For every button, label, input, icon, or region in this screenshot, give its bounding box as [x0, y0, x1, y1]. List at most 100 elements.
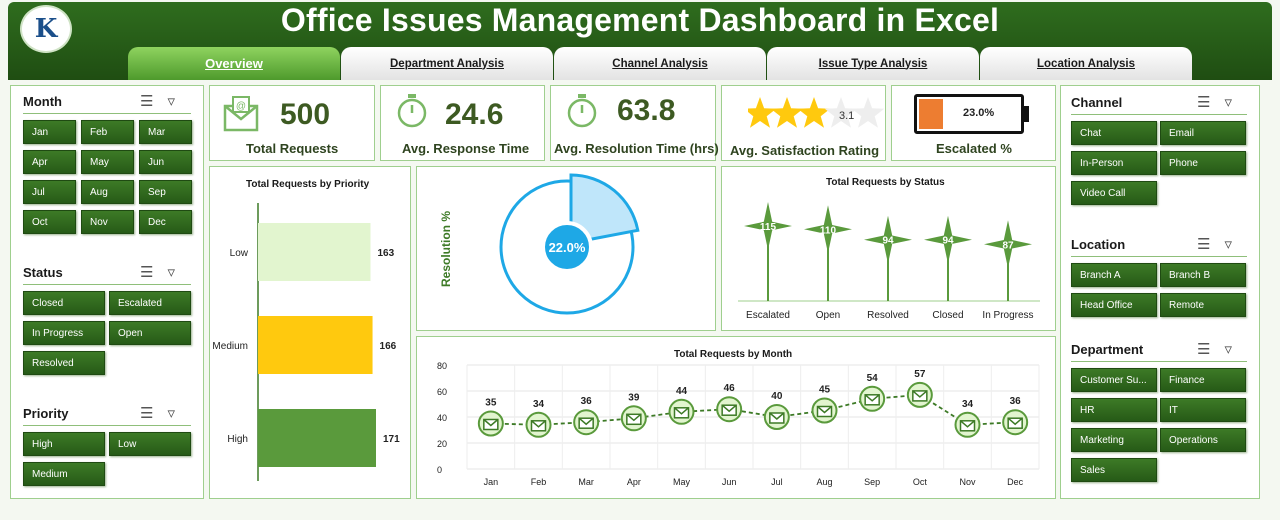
- priority-filter-high[interactable]: High: [23, 432, 105, 456]
- month-point-oct: [906, 381, 933, 408]
- status-filter-escalated[interactable]: Escalated: [109, 291, 191, 315]
- tab-location-analysis[interactable]: Location Analysis: [980, 47, 1192, 80]
- month-chart-panel: Total Requests by Month 0 20 40 60 80 35 Jan 34…: [416, 336, 1056, 499]
- status-chart-panel: Total Requests by Status 115 Escalated 110…: [721, 166, 1056, 331]
- month-tick-jul: Jul: [771, 477, 783, 487]
- multi-select-icon[interactable]: ☰: [1197, 94, 1211, 111]
- multi-select-icon[interactable]: ☰: [1197, 341, 1211, 358]
- kpi-satisfaction-value: 3.1: [839, 110, 855, 122]
- department-filter-operations[interactable]: Operations: [1160, 428, 1246, 452]
- tab-issue-type-analysis[interactable]: Issue Type Analysis: [767, 47, 979, 80]
- month-value-label: 34: [533, 399, 545, 410]
- channel-filter-phone[interactable]: Phone: [1160, 151, 1246, 175]
- status-filter-open[interactable]: Open: [109, 321, 191, 345]
- location-filter-branch-b[interactable]: Branch B: [1160, 263, 1246, 287]
- month-filter-may[interactable]: May: [81, 150, 134, 174]
- month-value-label: 40: [771, 391, 783, 402]
- department-filter-tools: ☰ ▿: [1197, 340, 1232, 358]
- month-filter-dec[interactable]: Dec: [139, 210, 192, 234]
- clear-filter-icon[interactable]: ▿: [1224, 94, 1232, 111]
- priority-bar-high: [258, 409, 376, 467]
- status-filter-closed[interactable]: Closed: [23, 291, 105, 315]
- location-filter-remote[interactable]: Remote: [1160, 293, 1246, 317]
- divider: [23, 113, 191, 114]
- email-icon: @: [223, 96, 259, 132]
- month-tick-mar: Mar: [578, 477, 594, 487]
- department-filter-finance[interactable]: Finance: [1160, 368, 1246, 392]
- month-filter-mar[interactable]: Mar: [139, 120, 192, 144]
- clear-filter-icon[interactable]: ▿: [167, 405, 175, 422]
- priority-chart-title: Total Requests by Priority: [246, 179, 370, 190]
- department-filter-it[interactable]: IT: [1160, 398, 1246, 422]
- month-filter-jul[interactable]: Jul: [23, 180, 76, 204]
- divider: [23, 284, 191, 285]
- month-ytick: 80: [437, 361, 447, 371]
- star-icon: [770, 97, 804, 128]
- month-filter-aug[interactable]: Aug: [81, 180, 134, 204]
- channel-filter-chat[interactable]: Chat: [1071, 121, 1157, 145]
- department-filter-sales[interactable]: Sales: [1071, 458, 1157, 482]
- divider: [23, 425, 191, 426]
- month-filter-feb[interactable]: Feb: [81, 120, 134, 144]
- priority-tick-high: High: [227, 434, 248, 445]
- department-filter-customer-su[interactable]: Customer Su...: [1071, 368, 1157, 392]
- month-value-label: 34: [962, 399, 974, 410]
- clear-filter-icon[interactable]: ▿: [167, 264, 175, 281]
- month-filter-sep[interactable]: Sep: [139, 180, 192, 204]
- department-filter-title: Department: [1071, 342, 1144, 357]
- month-value-label: 35: [485, 398, 497, 409]
- battery-tip: [1024, 106, 1029, 122]
- clear-filter-icon[interactable]: ▿: [167, 93, 175, 110]
- status-filter-tools: ☰ ▿: [140, 263, 175, 281]
- priority-filter-title: Priority: [23, 406, 69, 421]
- stopwatch-icon: [397, 94, 427, 128]
- priority-filter-low[interactable]: Low: [109, 432, 191, 456]
- multi-select-icon[interactable]: ☰: [140, 93, 154, 110]
- channel-filter-in-person[interactable]: In-Person: [1071, 151, 1157, 175]
- month-filter-oct[interactable]: Oct: [23, 210, 76, 234]
- kpi-escalated-label: Escalated %: [936, 141, 1012, 156]
- month-tick-nov: Nov: [959, 477, 976, 487]
- month-point-feb: [525, 411, 552, 438]
- month-filter-jan[interactable]: Jan: [23, 120, 76, 144]
- month-tick-aug: Aug: [816, 477, 832, 487]
- month-value-label: 46: [724, 383, 736, 394]
- channel-filter-video-call[interactable]: Video Call: [1071, 181, 1157, 205]
- status-marker-open: [804, 205, 852, 254]
- location-filter-head-office[interactable]: Head Office: [1071, 293, 1157, 317]
- priority-chart-panel: Total Requests by Priority Low 163 Medium 1…: [209, 166, 411, 499]
- month-value-label: 39: [628, 392, 640, 403]
- svg-text:@: @: [236, 101, 246, 112]
- priority-filter-medium[interactable]: Medium: [23, 462, 105, 486]
- multi-select-icon[interactable]: ☰: [140, 264, 154, 281]
- multi-select-icon[interactable]: ☰: [140, 405, 154, 422]
- status-filter-in-progress[interactable]: In Progress: [23, 321, 105, 345]
- month-filter-tools: ☰ ▿: [140, 92, 175, 110]
- pie-center-badge: [541, 221, 593, 273]
- month-filter-nov[interactable]: Nov: [81, 210, 134, 234]
- kpi-satisfaction-label: Avg. Satisfaction Rating: [730, 143, 880, 158]
- month-line-chart: 0 20 40 60 80 35 Jan 34 Feb 36 Mar 39 Apr 44 May 46 Jun 4…: [437, 361, 1040, 487]
- tab-department-analysis[interactable]: Department Analysis: [341, 47, 553, 80]
- page-title: Office Issues Management Dashboard in Ex…: [280, 2, 1000, 38]
- month-filter-jun[interactable]: Jun: [139, 150, 192, 174]
- multi-select-icon[interactable]: ☰: [1197, 236, 1211, 253]
- month-ytick: 0: [437, 465, 442, 475]
- star-icon: [824, 97, 858, 128]
- clear-filter-icon[interactable]: ▿: [1224, 341, 1232, 358]
- month-filter-apr[interactable]: Apr: [23, 150, 76, 174]
- tab-channel-analysis[interactable]: Channel Analysis: [554, 47, 766, 80]
- priority-value-label: 163: [377, 248, 394, 259]
- month-filter-title: Month: [23, 94, 62, 109]
- tab-overview[interactable]: Overview: [128, 47, 340, 80]
- department-filter-marketing[interactable]: Marketing: [1071, 428, 1157, 452]
- channel-filter-email[interactable]: Email: [1160, 121, 1246, 145]
- clear-filter-icon[interactable]: ▿: [1224, 236, 1232, 253]
- location-filter-branch-a[interactable]: Branch A: [1071, 263, 1157, 287]
- status-filter-resolved[interactable]: Resolved: [23, 351, 105, 375]
- month-tick-may: May: [673, 477, 691, 487]
- month-point-mar: [573, 409, 600, 436]
- month-value-label: 36: [1010, 396, 1022, 407]
- department-filter-hr[interactable]: HR: [1071, 398, 1157, 422]
- status-marker-escalated: [744, 202, 792, 250]
